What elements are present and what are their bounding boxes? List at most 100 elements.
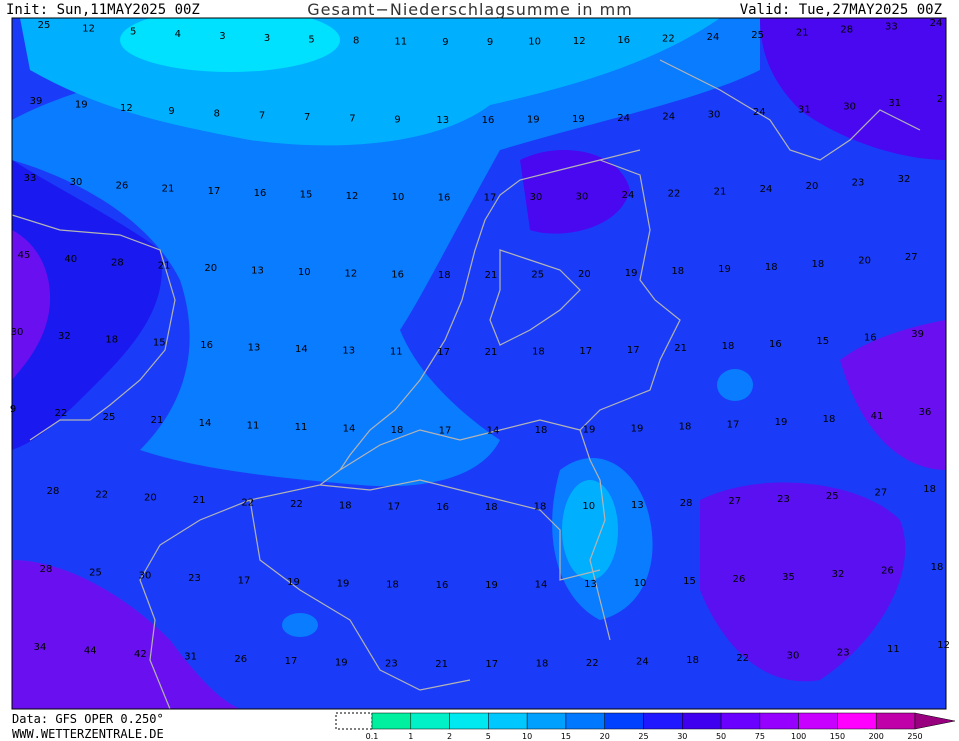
- precip-value: 39: [30, 96, 43, 107]
- precip-value: 31: [888, 98, 901, 109]
- precip-value: 18: [931, 562, 944, 573]
- precip-value: 21: [674, 343, 687, 354]
- precip-value: 26: [116, 180, 129, 191]
- precip-value: 16: [482, 115, 495, 126]
- precip-value: 21: [714, 186, 727, 197]
- legend-swatch: [565, 712, 605, 730]
- contour: [120, 18, 340, 72]
- precip-value: 28: [47, 486, 60, 497]
- precip-value: 25: [103, 412, 116, 423]
- precip-value: 34: [34, 642, 47, 653]
- precip-value: 21: [485, 347, 498, 358]
- precip-value: 16: [617, 35, 630, 46]
- precip-value: 12: [345, 268, 358, 279]
- precip-value: 23: [385, 658, 398, 669]
- precip-value: 31: [798, 105, 811, 116]
- precip-value: 25: [38, 20, 51, 31]
- precip-value: 5: [130, 26, 136, 37]
- precip-value: 24: [617, 113, 630, 124]
- legend-label: 0.1: [366, 732, 379, 741]
- precip-value: 14: [295, 344, 308, 355]
- precip-value: 13: [584, 579, 597, 590]
- precip-value: 39: [911, 329, 924, 340]
- precip-value: 19: [485, 580, 498, 591]
- coast: [659, 59, 921, 161]
- precip-value: 10: [298, 267, 311, 278]
- precip-value: 33: [24, 173, 37, 184]
- legend-label: 2: [447, 732, 452, 741]
- precip-value: 45: [18, 250, 31, 261]
- precip-value: 22: [241, 497, 254, 508]
- precip-value: 19: [527, 115, 540, 126]
- precip-value: 33: [885, 22, 898, 33]
- precip-value: 11: [390, 346, 403, 357]
- precip-value: 27: [728, 496, 741, 507]
- precip-value: 12: [573, 36, 586, 47]
- precip-value: 7: [304, 112, 310, 123]
- precip-value: 13: [436, 115, 449, 126]
- legend-label: 10: [522, 732, 532, 741]
- precip-value: 13: [251, 265, 264, 276]
- precip-value: 12: [346, 191, 359, 202]
- precip-value: 16: [436, 580, 449, 591]
- legend-label: 20: [600, 732, 610, 741]
- precip-value: 44: [84, 646, 97, 657]
- precip-value: 41: [871, 411, 884, 422]
- precip-value: 31: [184, 652, 197, 663]
- coastlines: [12, 59, 921, 709]
- precip-value: 17: [238, 575, 251, 586]
- precip-value: 14: [343, 424, 356, 435]
- precip-value: 14: [487, 426, 500, 437]
- precip-value: 15: [153, 337, 166, 348]
- legend: 0.1 1 2 5 10 15 20 25 30 50 75 100 150 200 250: [335, 712, 956, 741]
- precip-value: 18: [671, 266, 684, 277]
- precip-value: 16: [438, 192, 451, 203]
- contour: [562, 480, 618, 580]
- precip-value: 19: [337, 578, 350, 589]
- precip-value: 18: [823, 414, 836, 425]
- precip-value: 18: [535, 425, 548, 436]
- precip-value: 3: [264, 33, 270, 44]
- precip-value: 24: [622, 190, 635, 201]
- precip-value: 28: [840, 25, 853, 36]
- precip-value: 28: [111, 257, 124, 268]
- precip-value: 24: [753, 107, 766, 118]
- precip-value: 17: [439, 425, 452, 436]
- legend-label: 150: [830, 732, 845, 741]
- precip-value: 25: [89, 567, 102, 578]
- precip-value: 3: [219, 31, 225, 42]
- precip-value: 30: [708, 110, 721, 121]
- precip-value: 18: [536, 659, 549, 670]
- contour: [700, 482, 906, 682]
- legend-swatch: [682, 712, 722, 730]
- legend-label: 250: [907, 732, 922, 741]
- precip-value: 20: [578, 269, 591, 280]
- legend-swatch: [875, 712, 916, 730]
- precip-value: 30: [576, 191, 589, 202]
- precip-value: 15: [683, 576, 696, 587]
- precip-value: 35: [782, 572, 795, 583]
- precip-value: 18: [812, 259, 825, 270]
- precip-value: 26: [881, 566, 894, 577]
- precip-value: 21: [435, 659, 448, 670]
- legend-label: 5: [486, 732, 491, 741]
- precip-value: 30: [70, 177, 83, 188]
- border: [579, 159, 681, 641]
- contour: [520, 150, 630, 234]
- precip-value: 17: [627, 345, 640, 356]
- precip-value: 32: [58, 331, 71, 342]
- precip-value: 19: [287, 577, 300, 588]
- precip-value: 22: [95, 489, 108, 500]
- precip-value: 13: [248, 342, 261, 353]
- precip-value: 4: [175, 29, 181, 40]
- precip-value: 22: [586, 658, 599, 669]
- precip-value: 11: [394, 36, 407, 47]
- precip-value: 12: [82, 23, 95, 34]
- legend-label: 200: [869, 732, 884, 741]
- precip-value: 27: [905, 252, 918, 263]
- precip-value: 10: [392, 192, 405, 203]
- precip-value: 8: [214, 108, 220, 119]
- precip-value: 18: [765, 262, 778, 273]
